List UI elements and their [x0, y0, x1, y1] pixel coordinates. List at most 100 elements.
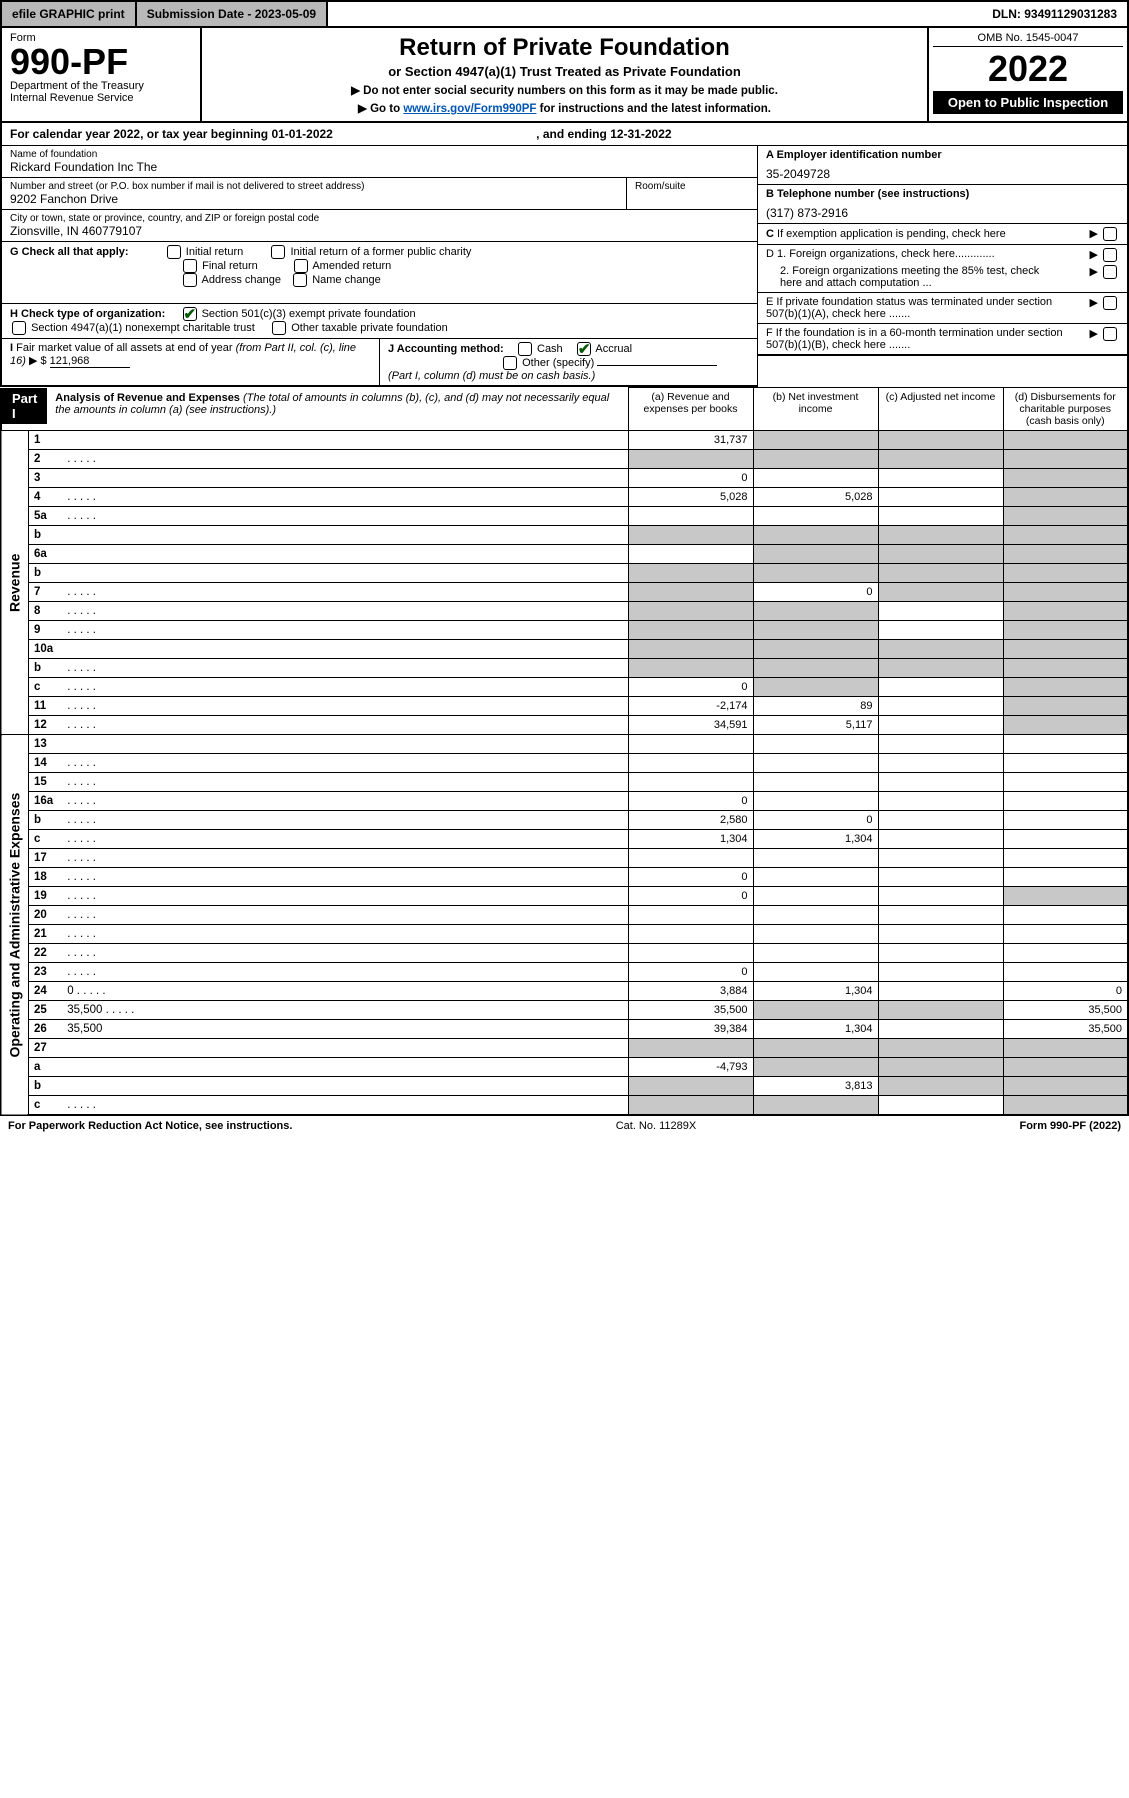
checkbox-initial-return[interactable] [167, 245, 181, 259]
footer-mid: Cat. No. 11289X [616, 1120, 697, 1132]
checkbox-cash[interactable] [518, 342, 532, 356]
submission-date: Submission Date - 2023-05-09 [137, 2, 328, 26]
col-b: 0 [753, 811, 878, 830]
opex-vlabel: Operating and Administrative Expenses [1, 735, 29, 1116]
col-b: 5,117 [753, 716, 878, 735]
table-row: 16a 0 [1, 792, 1128, 811]
j-note: (Part I, column (d) must be on cash basi… [388, 370, 595, 382]
col-c [878, 640, 1003, 659]
checkbox-address-change[interactable] [183, 273, 197, 287]
info-left: Name of foundation Rickard Foundation In… [2, 146, 757, 387]
checkbox-501c3[interactable] [183, 307, 197, 321]
line-desc: 26 35,500 [29, 1020, 629, 1039]
form-title: Return of Private Foundation [212, 34, 917, 62]
col-a: 0 [628, 469, 753, 488]
line-desc: 9 [29, 621, 629, 640]
ein-cell: A Employer identification number 35-2049… [758, 146, 1127, 185]
cal-mid: , and ending [533, 127, 610, 141]
col-c [878, 773, 1003, 792]
col-a: -2,174 [628, 697, 753, 716]
section-ij: I Fair market value of all assets at end… [2, 339, 757, 387]
col-b [753, 735, 878, 754]
section-d: D 1. Foreign organizations, check here..… [758, 245, 1127, 293]
col-c [878, 1039, 1003, 1058]
line-desc: a [29, 1058, 629, 1077]
col-d [1003, 963, 1128, 982]
checkbox-other-taxable[interactable] [272, 321, 286, 335]
checkbox-4947a1[interactable] [12, 321, 26, 335]
line-desc: 7 [29, 583, 629, 602]
checkbox-c[interactable] [1103, 227, 1117, 241]
h-label: H Check type of organization: [10, 308, 165, 320]
table-row: Revenue1 31,737 [1, 431, 1128, 450]
col-d [1003, 925, 1128, 944]
irs-link[interactable]: www.irs.gov/Form990PF [403, 103, 536, 115]
col-d [1003, 678, 1128, 697]
col-c [878, 735, 1003, 754]
line-desc: 27 [29, 1039, 629, 1058]
j-accrual: Accrual [595, 343, 632, 355]
table-row: b 2,5800 [1, 811, 1128, 830]
checkbox-d2[interactable] [1103, 265, 1117, 279]
ein-label: A Employer identification number [766, 149, 1119, 161]
j-cash: Cash [537, 343, 563, 355]
col-d: 35,500 [1003, 1001, 1128, 1020]
checkbox-f[interactable] [1103, 327, 1117, 341]
col-c [878, 1058, 1003, 1077]
col-b [753, 1096, 878, 1116]
col-d [1003, 792, 1128, 811]
address-cell: Number and street (or P.O. box number if… [2, 178, 627, 209]
checkbox-final-return[interactable] [183, 259, 197, 273]
col-b: 1,304 [753, 982, 878, 1001]
col-b: 3,813 [753, 1077, 878, 1096]
col-b [753, 1058, 878, 1077]
phone-cell: B Telephone number (see instructions) (3… [758, 185, 1127, 224]
col-a [628, 849, 753, 868]
efile-print-button[interactable]: efile GRAPHIC print [2, 2, 137, 26]
table-row: 6a [1, 545, 1128, 564]
line-desc: 23 [29, 963, 629, 982]
checkbox-amended[interactable] [294, 259, 308, 273]
col-d [1003, 1058, 1128, 1077]
e-text: E If private foundation status was termi… [766, 296, 1066, 320]
checkbox-accrual[interactable] [577, 342, 591, 356]
info-block: Name of foundation Rickard Foundation In… [0, 146, 1129, 387]
j-label: J Accounting method: [388, 343, 504, 355]
fmv-value: 121,968 [50, 355, 130, 368]
checkbox-d1[interactable] [1103, 248, 1117, 262]
col-c [878, 469, 1003, 488]
page-footer: For Paperwork Reduction Act Notice, see … [0, 1116, 1129, 1136]
d1-text: D 1. Foreign organizations, check here..… [766, 248, 995, 262]
col-a: 0 [628, 792, 753, 811]
col-a [628, 507, 753, 526]
phone-label: B Telephone number (see instructions) [766, 188, 1119, 200]
table-row: b [1, 659, 1128, 678]
col-d [1003, 849, 1128, 868]
checkbox-name-change[interactable] [293, 273, 307, 287]
table-row: 3 0 [1, 469, 1128, 488]
col-b-header: (b) Net investment income [753, 388, 878, 431]
line-desc: b [29, 1077, 629, 1096]
checkbox-initial-former[interactable] [271, 245, 285, 259]
line-desc: c [29, 678, 629, 697]
line-desc: 14 [29, 754, 629, 773]
col-d [1003, 545, 1128, 564]
col-a [628, 450, 753, 469]
col-a: 34,591 [628, 716, 753, 735]
col-c [878, 906, 1003, 925]
address-value: 9202 Fanchon Drive [10, 192, 618, 206]
col-d [1003, 887, 1128, 906]
address-row: Number and street (or P.O. box number if… [2, 178, 757, 210]
table-row: 7 0 [1, 583, 1128, 602]
col-a: 5,028 [628, 488, 753, 507]
g-opt-1: Initial return of a former public charit… [290, 246, 471, 258]
checkbox-other-method[interactable] [503, 356, 517, 370]
checkbox-e[interactable] [1103, 296, 1117, 310]
g-opt-3: Amended return [312, 260, 391, 272]
col-c-header: (c) Adjusted net income [878, 388, 1003, 431]
col-b [753, 925, 878, 944]
form-subtitle: or Section 4947(a)(1) Trust Treated as P… [212, 64, 917, 79]
col-b [753, 450, 878, 469]
line-desc: c [29, 830, 629, 849]
f-text: F If the foundation is in a 60-month ter… [766, 327, 1066, 351]
